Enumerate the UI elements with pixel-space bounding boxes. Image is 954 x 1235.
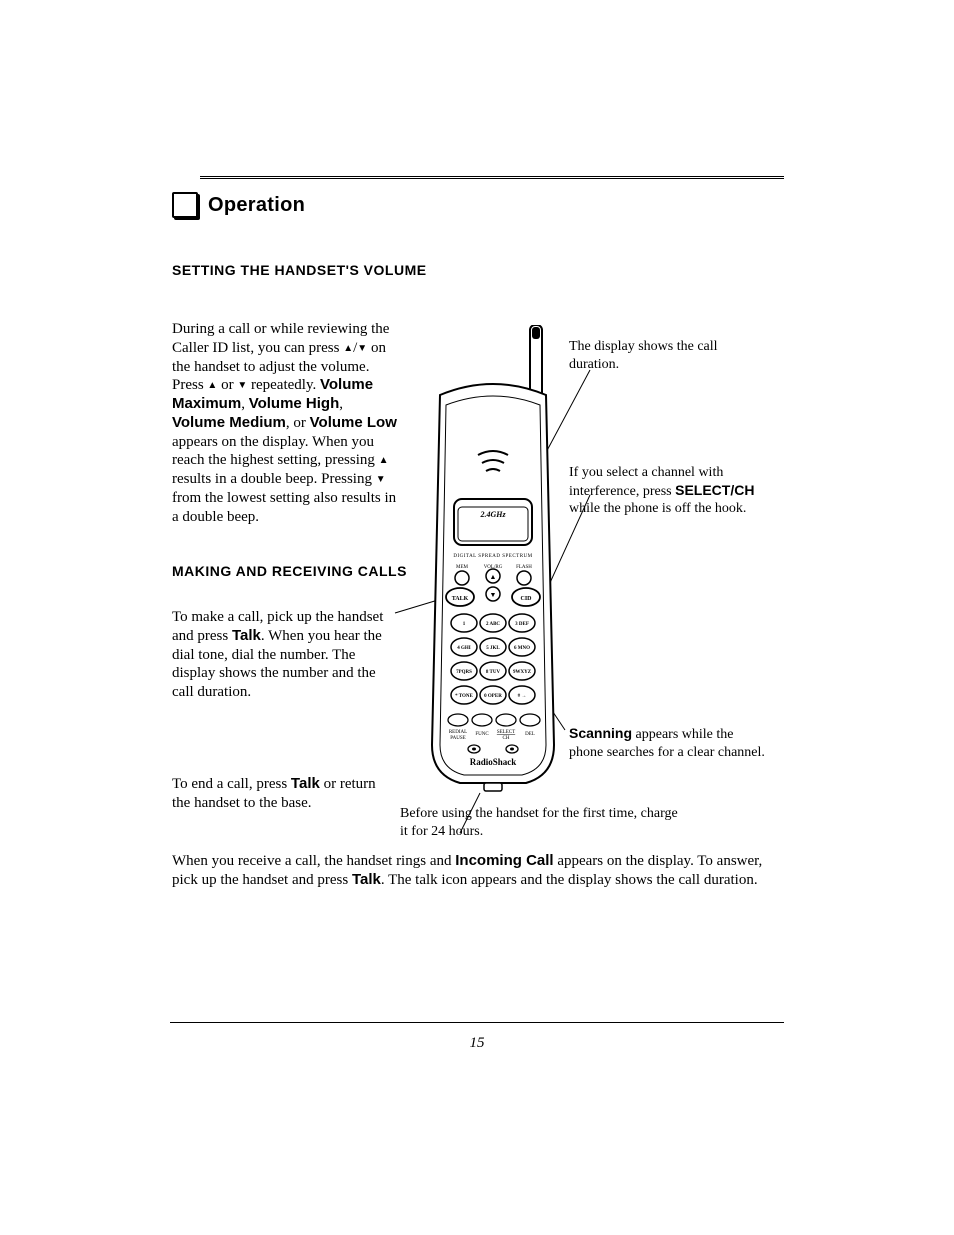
svg-text:# →: # → <box>518 694 527 699</box>
svg-text:TALK: TALK <box>452 596 469 602</box>
brand-label: RadioShack <box>470 757 517 767</box>
svg-text:CH: CH <box>503 736 510 741</box>
svg-text:8 TUV: 8 TUV <box>486 670 501 675</box>
vol-med: Volume Medium <box>172 414 286 431</box>
making-para-1: To make a call, pick up the handset and … <box>172 608 392 702</box>
svg-text:FLASH: FLASH <box>516 565 532 570</box>
callout-select-ch: If you select a channel with interferenc… <box>569 464 764 518</box>
txt: Before using the handset for the first t… <box>400 806 678 839</box>
txt: To end a call, press <box>172 776 291 792</box>
txt: or <box>217 377 237 393</box>
vol-high: Volume High <box>249 395 340 412</box>
subhead-volume: SETTING THE HANDSET'S VOLUME <box>172 262 427 280</box>
talk-label: Talk <box>232 627 261 644</box>
svg-text:DEL: DEL <box>525 732 535 737</box>
volume-paragraph: During a call or while reviewing the Cal… <box>172 320 397 526</box>
svg-text:7PQRS: 7PQRS <box>456 670 472 675</box>
up-arrow-icon <box>343 340 353 356</box>
svg-text:▼: ▼ <box>490 591 497 599</box>
up-arrow-icon <box>207 377 217 393</box>
page-title: Operation <box>208 194 305 217</box>
vol-low: Volume Low <box>310 414 397 431</box>
down-arrow-icon <box>357 340 367 356</box>
up-arrow-icon <box>379 452 389 468</box>
txt: appears on the display. When you reach t… <box>172 434 379 469</box>
txt: , <box>241 396 249 412</box>
subhead-making: MAKING AND RECEIVING CALLS <box>172 563 407 581</box>
display-ghz: 2.4GHz <box>479 510 506 519</box>
txt: repeatedly. <box>247 377 320 393</box>
svg-text:MEM: MEM <box>456 565 469 570</box>
svg-text:2 ABC: 2 ABC <box>486 622 500 627</box>
section-marker-icon <box>172 192 198 218</box>
talk-label: Talk <box>291 775 320 792</box>
down-arrow-icon <box>237 377 247 393</box>
page: Operation SETTING THE HANDSET'S VOLUME D… <box>0 0 954 1235</box>
svg-text:FUNC: FUNC <box>475 732 489 737</box>
svg-text:4 GHI: 4 GHI <box>457 646 471 651</box>
svg-text:* TONE: * TONE <box>455 694 473 699</box>
txt: from the lowest setting also results in … <box>172 490 396 525</box>
svg-text:6 MNO: 6 MNO <box>514 646 530 651</box>
txt: The display shows the call duration. <box>569 339 718 372</box>
svg-text:5 JKL: 5 JKL <box>486 646 500 651</box>
svg-text:0 OPER: 0 OPER <box>484 694 502 699</box>
making-para-3: When you receive a call, the handset rin… <box>172 852 767 890</box>
bottom-rule <box>170 1022 784 1023</box>
talk-label: Talk <box>352 871 381 888</box>
txt: . The talk icon appears and the display … <box>381 872 758 888</box>
down-arrow-icon <box>376 471 386 487</box>
txt: , or <box>286 415 310 431</box>
callout-charge-24h: Before using the handset for the first t… <box>400 805 680 840</box>
svg-text:CID: CID <box>520 596 532 602</box>
top-rule <box>200 176 784 179</box>
txt: , <box>339 396 343 412</box>
svg-text:SELECT: SELECT <box>497 730 515 735</box>
brand-spectrum: DIGITAL SPREAD SPECTRUM <box>453 554 532 559</box>
svg-text:3 DEF: 3 DEF <box>515 622 529 627</box>
callout-display-duration: The display shows the call duration. <box>569 338 764 373</box>
scanning-label: Scanning <box>569 725 632 741</box>
svg-text:9WXYZ: 9WXYZ <box>513 670 532 675</box>
svg-text:PAUSE: PAUSE <box>450 736 465 741</box>
phone-illustration: 2.4GHz DIGITAL SPREAD SPECTRUM MEM VOL/R… <box>418 325 568 805</box>
svg-text:REDIAL: REDIAL <box>449 730 467 735</box>
making-para-2: To end a call, press Talk or return the … <box>172 775 392 813</box>
txt: When you receive a call, the handset rin… <box>172 853 455 869</box>
incoming-label: Incoming Call <box>455 852 553 869</box>
txt: results in a double beep. Pressing <box>172 471 376 487</box>
svg-text:▲: ▲ <box>490 573 497 581</box>
page-number: 15 <box>0 1035 954 1052</box>
callout-scanning: Scanning appears while the phone searche… <box>569 725 769 761</box>
